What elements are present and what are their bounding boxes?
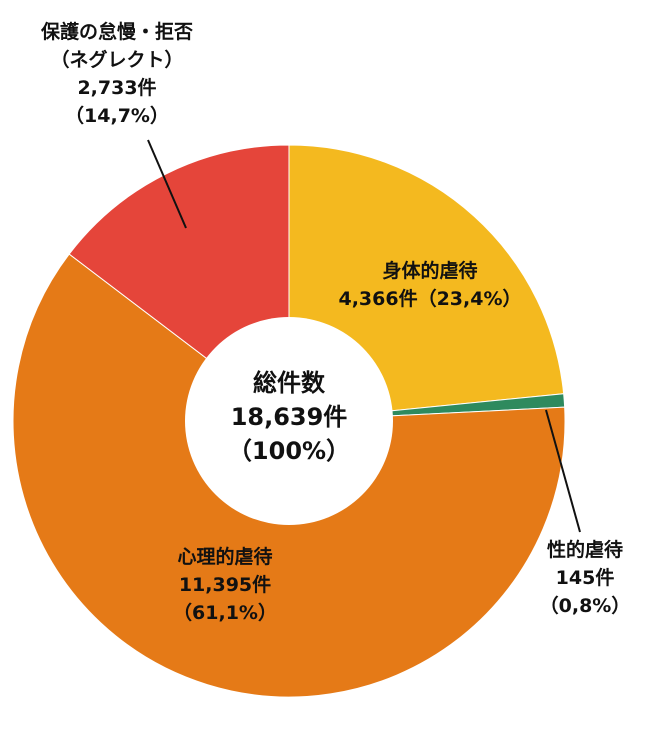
label-neglect-subcategory: （ネグレクト）: [50, 49, 184, 71]
leader-line-sexual: [545, 409, 581, 533]
leader-line-neglect: [147, 139, 187, 229]
label-sexual-category: 性的虐待: [546, 539, 623, 561]
label-neglect-percent: （14,7%）: [65, 105, 169, 127]
label-physical-count: 4,366件（23,4%）: [338, 288, 522, 310]
label-sexual: 性的虐待 145件 （0,8%）: [525, 536, 645, 620]
center-label: 総件数 18,639件 （100%）: [189, 366, 389, 468]
donut-hole: [185, 317, 393, 525]
label-physical: 身体的虐待 4,366件（23,4%）: [320, 257, 540, 313]
label-sexual-count: 145件: [555, 567, 615, 589]
label-psychological-category: 心理的虐待: [177, 546, 273, 568]
label-sexual-percent: （0,8%）: [539, 595, 631, 617]
label-psychological-count: 11,395件: [178, 574, 272, 596]
label-neglect: 保護の怠慢・拒否 （ネグレクト） 2,733件 （14,7%）: [2, 18, 232, 130]
label-psychological: 心理的虐待 11,395件 （61,1%）: [145, 543, 305, 627]
center-title: 総件数: [253, 369, 325, 397]
label-neglect-count: 2,733件: [77, 77, 157, 99]
label-psychological-percent: （61,1%）: [173, 602, 277, 624]
center-percent: （100%）: [227, 437, 351, 465]
center-total: 18,639件: [230, 403, 348, 431]
label-neglect-category: 保護の怠慢・拒否: [40, 21, 193, 43]
label-physical-category: 身体的虐待: [382, 260, 478, 282]
